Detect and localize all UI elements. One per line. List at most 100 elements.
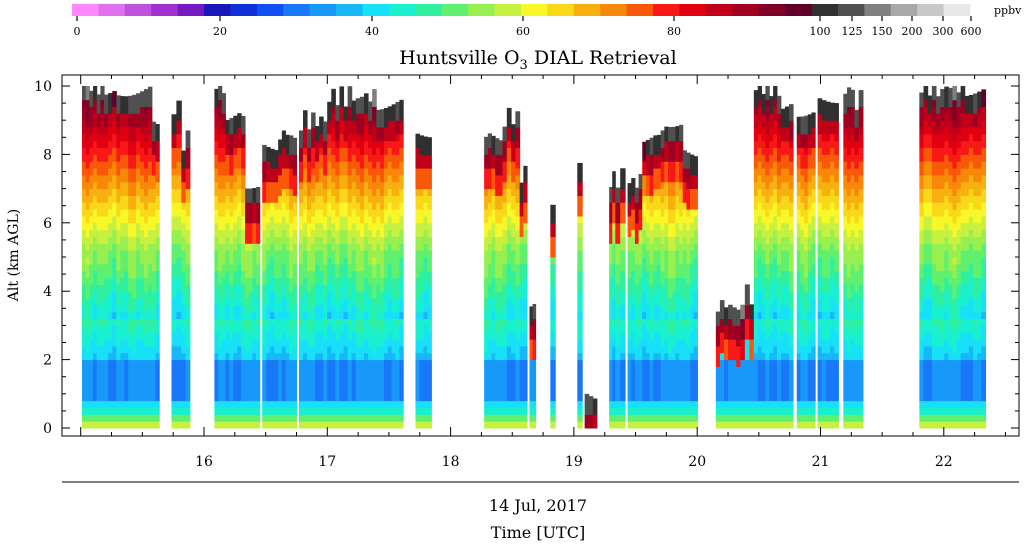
ozone-cell	[176, 345, 182, 354]
ozone-cell	[519, 414, 524, 422]
ozone-cell	[292, 236, 298, 244]
ozone-cell	[136, 298, 141, 306]
ozone-cell	[252, 284, 257, 292]
ozone-cell	[620, 298, 626, 306]
ozone-cell	[519, 182, 524, 190]
ozone-cell	[89, 113, 94, 121]
ozone-cell	[631, 188, 636, 196]
ozone-cell	[245, 284, 250, 292]
ozone-cell	[82, 380, 87, 388]
ozone-cell	[151, 195, 157, 203]
ozone-cell	[343, 229, 349, 237]
ozone-cell	[315, 386, 320, 395]
ozone-cell	[327, 250, 332, 258]
ozone-cell	[634, 236, 640, 244]
ozone-cell	[620, 414, 626, 422]
ozone-cell	[221, 421, 226, 429]
ozone-cell	[93, 209, 98, 217]
ozone-cell	[214, 147, 219, 155]
ozone-cell	[252, 263, 257, 272]
ozone-cell	[185, 257, 191, 265]
ozone-cell	[395, 263, 400, 272]
ozone-cell	[656, 359, 662, 367]
ozone-cell	[241, 263, 246, 272]
ozone-cell	[351, 359, 357, 367]
ozone-cell	[638, 222, 643, 231]
ozone-cell	[292, 140, 298, 149]
ozone-cell	[383, 400, 389, 408]
ozone-cell	[132, 94, 137, 101]
ozone-cell	[495, 332, 500, 340]
ozone-cell	[523, 165, 528, 169]
ozone-cell	[278, 352, 283, 361]
ozone-cell	[529, 345, 534, 354]
ozone-cell	[335, 120, 340, 128]
ozone-cell	[495, 181, 500, 190]
ozone-cell	[351, 332, 357, 340]
ozone-cell	[315, 325, 320, 333]
ozone-cell	[331, 421, 336, 429]
ozone-cell	[323, 277, 328, 285]
ozone-cell	[664, 250, 669, 258]
ozone-cell	[256, 270, 261, 279]
ozone-cell	[656, 407, 662, 415]
ozone-cell	[85, 86, 90, 87]
ozone-cell	[368, 147, 373, 155]
ozone-cell	[671, 215, 676, 224]
ozone-cell	[615, 257, 621, 265]
ozone-cell	[233, 188, 238, 196]
ozone-cell	[266, 339, 271, 347]
ozone-cell	[335, 325, 340, 333]
ozone-cell	[515, 421, 521, 429]
ozone-cell	[96, 243, 101, 251]
ozone-cell	[132, 168, 137, 176]
ozone-cell	[299, 147, 304, 155]
ozone-cell	[335, 222, 340, 231]
ozone-cell	[136, 373, 141, 381]
ozone-cell	[116, 311, 121, 320]
ozone-cell	[427, 161, 432, 169]
ozone-cell	[311, 236, 316, 244]
ozone-cell	[319, 386, 324, 395]
ozone-cell	[104, 161, 109, 169]
ozone-cell	[128, 229, 133, 237]
ozone-cell	[266, 243, 271, 251]
ozone-cell	[372, 168, 377, 176]
ozone-cell	[383, 195, 389, 203]
ozone-cell	[218, 414, 223, 422]
ozone-cell	[237, 352, 242, 361]
ozone-cell	[395, 277, 400, 285]
ozone-cell	[519, 407, 524, 415]
ozone-cell	[502, 345, 508, 354]
ozone-cell	[679, 140, 684, 149]
ozone-cell	[649, 304, 654, 313]
ozone-cell	[645, 257, 651, 265]
ozone-cell	[387, 304, 393, 313]
ozone-cell	[355, 257, 361, 265]
ozone-cell	[292, 345, 298, 354]
ozone-cell	[100, 345, 105, 354]
ozone-cell	[104, 352, 109, 361]
ozone-cell	[515, 366, 521, 374]
ozone-cell	[627, 195, 632, 203]
ozone-cell	[615, 229, 621, 237]
ozone-cell	[495, 270, 500, 279]
ozone-cell	[323, 352, 328, 361]
ozone-cell	[256, 318, 261, 326]
ozone-cell	[399, 263, 404, 272]
ozone-cell	[214, 236, 219, 244]
ozone-cell	[218, 209, 223, 217]
ozone-cell	[104, 243, 109, 251]
ozone-cell	[664, 291, 669, 299]
ozone-cell	[363, 414, 369, 422]
ozone-cell	[395, 168, 400, 176]
ozone-cell	[391, 106, 396, 114]
ozone-cell	[112, 168, 117, 176]
ozone-cell	[631, 393, 636, 402]
ozone-cell	[339, 380, 345, 388]
ozone-cell	[281, 270, 287, 279]
ozone-cell	[347, 257, 353, 265]
ozone-cell	[285, 229, 290, 237]
ozone-cell	[315, 332, 320, 340]
ozone-cell	[664, 140, 669, 149]
